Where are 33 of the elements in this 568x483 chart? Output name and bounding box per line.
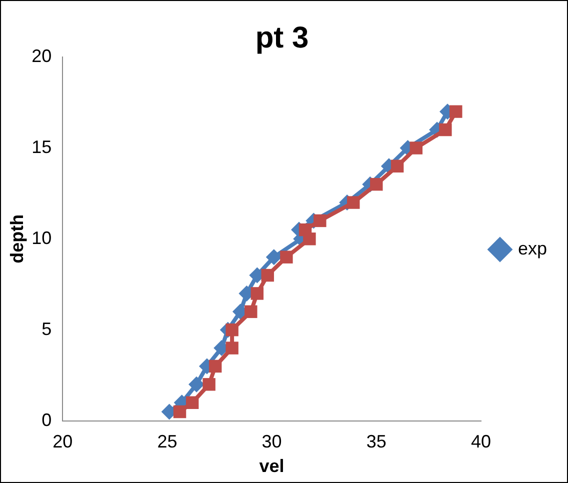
- x-tick-label: 35: [366, 432, 386, 452]
- y-axis-title: depth: [6, 214, 27, 264]
- point: [390, 160, 404, 173]
- point: [173, 405, 186, 418]
- point: [298, 223, 312, 236]
- point: [370, 178, 383, 191]
- chart-title: pt 3: [255, 21, 309, 54]
- y-tick-label: 20: [32, 46, 52, 66]
- legend-label: exp: [518, 238, 548, 258]
- point: [226, 323, 238, 336]
- point: [226, 342, 238, 354]
- point: [314, 214, 326, 228]
- point: [188, 376, 204, 392]
- y-tick-label: 10: [32, 228, 52, 248]
- point: [410, 142, 422, 154]
- point: [450, 105, 462, 118]
- point: [261, 268, 274, 282]
- x-tick-label: 25: [157, 432, 178, 452]
- point: [244, 305, 258, 318]
- point: [280, 250, 293, 264]
- point: [439, 123, 452, 136]
- y-tick-label: 15: [32, 136, 52, 157]
- x-tick-label: 40: [470, 432, 491, 452]
- point: [186, 396, 199, 409]
- point: [208, 360, 222, 373]
- y-tick-label: 0: [42, 410, 52, 430]
- point: [266, 249, 282, 266]
- x-tick-label: 30: [262, 432, 282, 452]
- x-axis-title: vel: [259, 456, 284, 476]
- point: [202, 378, 216, 391]
- point: [347, 196, 360, 209]
- y-tick-label: 5: [42, 318, 52, 339]
- point: [250, 287, 264, 300]
